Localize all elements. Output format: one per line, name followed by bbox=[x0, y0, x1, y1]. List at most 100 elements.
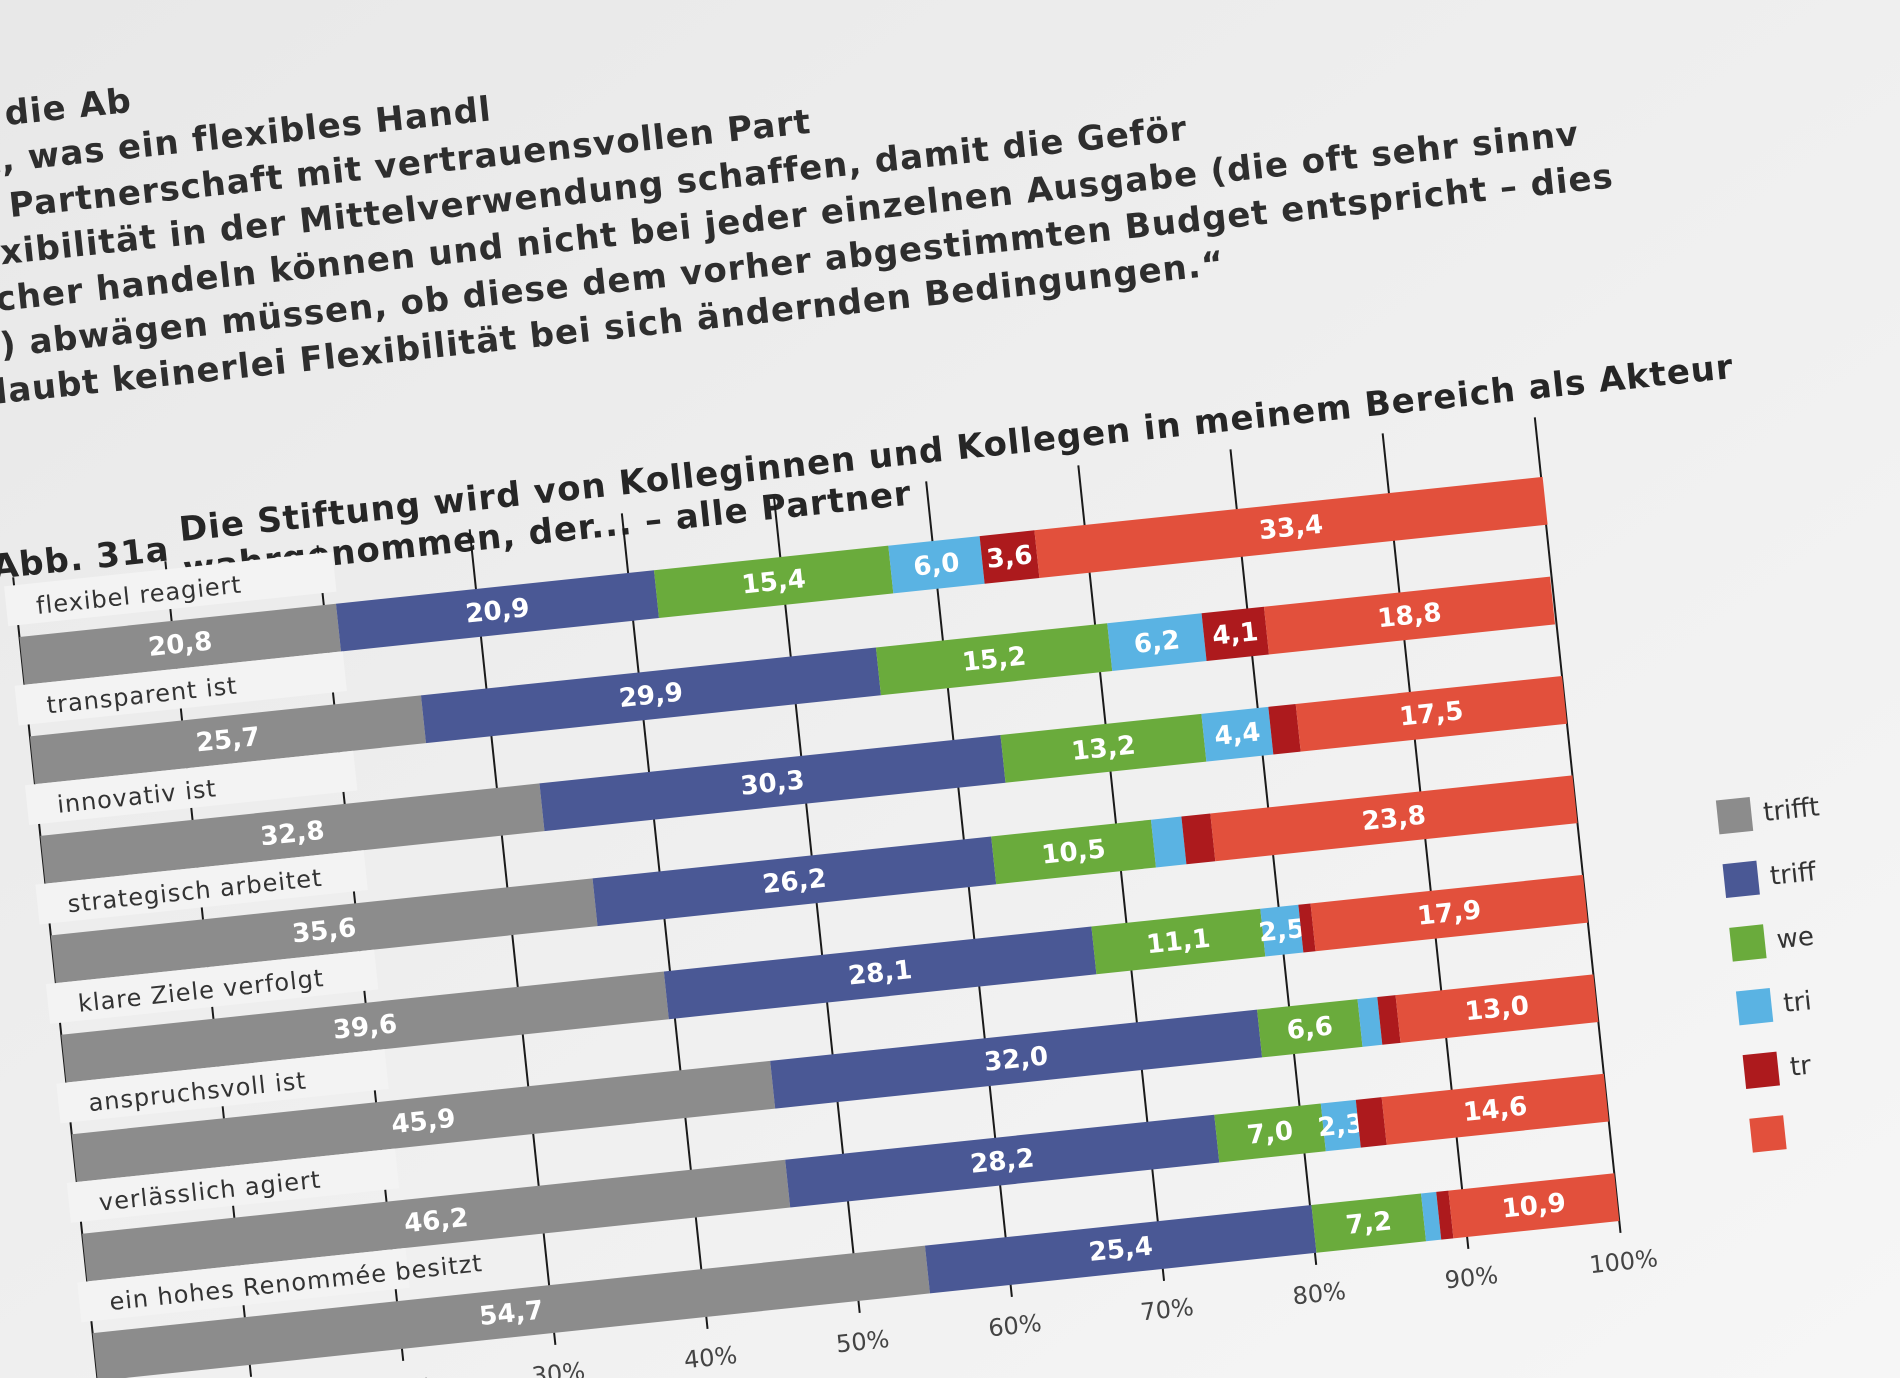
x-tick-label: 40% bbox=[683, 1341, 739, 1374]
value-label: 20,9 bbox=[464, 593, 531, 630]
bar-segment bbox=[785, 1114, 1220, 1208]
value-label: 3,6 bbox=[985, 540, 1034, 575]
bar-segment bbox=[40, 783, 545, 884]
bar-segment bbox=[1263, 576, 1556, 655]
label-band bbox=[66, 1148, 400, 1223]
bar-segment bbox=[1000, 713, 1207, 783]
bar-segment bbox=[1107, 613, 1207, 671]
bar-segment bbox=[1355, 1097, 1387, 1148]
value-label: 32,8 bbox=[259, 816, 326, 853]
bar-segment bbox=[1436, 1190, 1454, 1240]
x-tick-label: 90% bbox=[1443, 1261, 1499, 1294]
value-label: 23,8 bbox=[1360, 801, 1427, 838]
bar-segment bbox=[19, 603, 341, 685]
legend-label: trifft bbox=[1762, 792, 1821, 828]
plot: 0%10%20%30%40%50%60%70%80%90%100%flexibe… bbox=[4, 417, 1821, 1378]
value-label: 45,9 bbox=[390, 1104, 457, 1141]
label-band bbox=[14, 651, 347, 726]
bar-segment bbox=[1357, 997, 1383, 1047]
value-label: 20,8 bbox=[147, 626, 214, 663]
legend-label: triff bbox=[1769, 857, 1819, 892]
value-label: 13,2 bbox=[1070, 731, 1137, 768]
bar-segment bbox=[1377, 995, 1401, 1045]
value-label: 13,0 bbox=[1464, 991, 1531, 1028]
bar-segment bbox=[1320, 1099, 1361, 1152]
value-label: 7,2 bbox=[1344, 1206, 1393, 1241]
value-label: 15,4 bbox=[740, 564, 807, 601]
bar-segment bbox=[1395, 974, 1599, 1043]
bar-segment bbox=[1091, 908, 1266, 975]
value-label: 6,6 bbox=[1285, 1011, 1334, 1046]
legend-label: we bbox=[1775, 922, 1815, 956]
bar-segment bbox=[1214, 1103, 1326, 1163]
value-label: 4,1 bbox=[1211, 617, 1260, 652]
x-tick-label: 80% bbox=[1291, 1277, 1347, 1310]
bar-segment bbox=[50, 878, 598, 984]
legend-swatch bbox=[1715, 797, 1754, 835]
bar-segment bbox=[653, 545, 894, 619]
bar-segment bbox=[875, 623, 1113, 696]
value-label: 6,0 bbox=[912, 548, 961, 583]
value-label: 17,9 bbox=[1416, 895, 1483, 932]
value-label: 39,6 bbox=[332, 1009, 399, 1046]
value-label: 14,6 bbox=[1462, 1092, 1529, 1129]
bar-segment bbox=[71, 1060, 776, 1182]
bar-segment bbox=[888, 536, 985, 594]
value-label: 28,1 bbox=[847, 955, 914, 992]
x-tick-label: 60% bbox=[987, 1309, 1043, 1342]
x-tick-label: 30% bbox=[530, 1357, 586, 1378]
value-label: 10,5 bbox=[1040, 834, 1107, 871]
label-band bbox=[45, 949, 379, 1024]
legend-swatch bbox=[1735, 987, 1774, 1026]
bar-segment bbox=[770, 1009, 1263, 1109]
value-label: 18,8 bbox=[1376, 598, 1443, 635]
bar-segment bbox=[1150, 816, 1187, 868]
bar-segment bbox=[1257, 999, 1363, 1058]
value-label: 32,0 bbox=[983, 1041, 1050, 1078]
value-label: 26,2 bbox=[761, 864, 828, 901]
value-label: 10,9 bbox=[1500, 1188, 1567, 1225]
value-label: 2,5 bbox=[1257, 914, 1306, 949]
bar-segment bbox=[991, 819, 1156, 885]
bar-segment bbox=[539, 734, 1006, 832]
legend-label: tri bbox=[1782, 986, 1813, 1019]
value-label: 6,2 bbox=[1132, 625, 1181, 660]
legend-swatch bbox=[1742, 1051, 1780, 1089]
bar-segment bbox=[92, 1245, 930, 1378]
bar-segment bbox=[29, 695, 426, 785]
value-label: 28,2 bbox=[969, 1143, 1036, 1180]
value-label: 2,3 bbox=[1316, 1109, 1365, 1144]
bar-segment bbox=[1381, 1073, 1609, 1145]
value-label: 4,4 bbox=[1213, 717, 1262, 752]
bar-segment bbox=[1421, 1191, 1442, 1242]
value-label: 25,4 bbox=[1087, 1231, 1154, 1268]
bar-segment bbox=[1295, 675, 1568, 752]
legend-swatch bbox=[1722, 860, 1760, 899]
value-label: 33,4 bbox=[1258, 510, 1325, 547]
x-tick-label: 70% bbox=[1139, 1293, 1195, 1326]
bar-segment bbox=[420, 647, 881, 744]
value-label: 30,3 bbox=[739, 765, 806, 802]
value-label: 11,1 bbox=[1145, 924, 1212, 961]
bar-segment bbox=[335, 570, 659, 652]
bar-segment bbox=[1260, 904, 1304, 957]
bar-segment bbox=[1310, 874, 1588, 952]
label-band bbox=[56, 1049, 389, 1124]
bar-segment bbox=[979, 530, 1040, 584]
bar-segment bbox=[592, 836, 997, 927]
value-label: 15,2 bbox=[961, 641, 1028, 678]
value-label: 29,9 bbox=[618, 678, 685, 715]
bar-segment bbox=[1298, 903, 1316, 953]
legend-swatch bbox=[1749, 1115, 1787, 1153]
bar-segment bbox=[1181, 813, 1216, 865]
x-tick-label: 50% bbox=[835, 1325, 891, 1358]
label-band bbox=[35, 850, 368, 925]
bar-segment bbox=[663, 926, 1097, 1020]
bar-segment bbox=[1311, 1193, 1427, 1253]
bar-segment bbox=[82, 1159, 791, 1282]
bar-segment bbox=[61, 971, 669, 1083]
value-label: 35,6 bbox=[291, 913, 358, 950]
bar-segment bbox=[1268, 703, 1301, 755]
value-label: 17,5 bbox=[1398, 696, 1465, 733]
bar-segment bbox=[924, 1205, 1317, 1294]
